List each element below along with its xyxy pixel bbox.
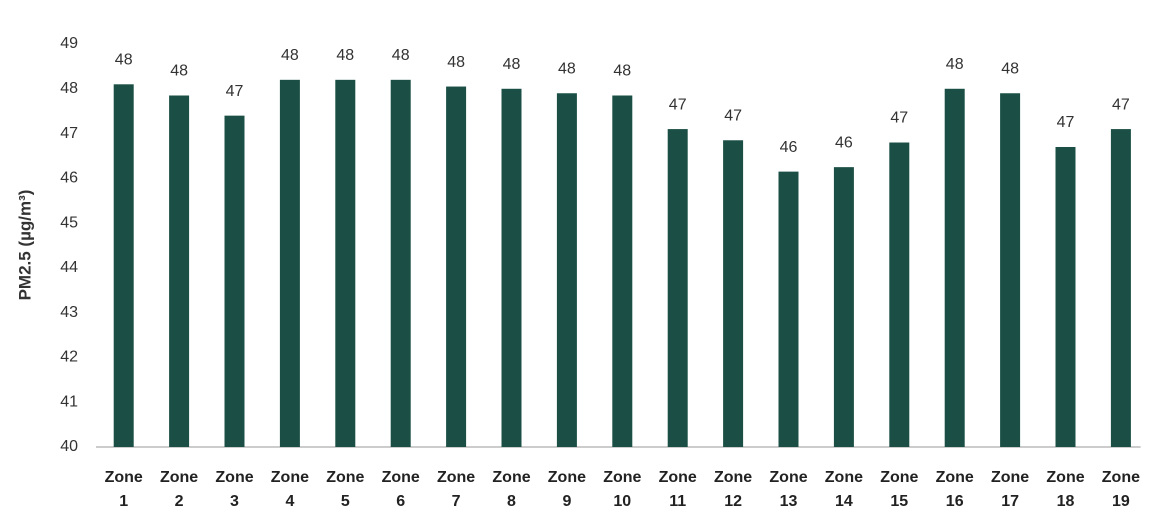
x-tick-label: Zone 4 — [271, 469, 309, 510]
x-tick-label: Zone 14 — [825, 469, 863, 510]
data-label: 47 — [724, 107, 742, 124]
data-label: 48 — [392, 47, 410, 64]
bar — [1110, 129, 1131, 448]
bar — [556, 93, 577, 447]
y-axis-label: PM2.5 (µg/m³) — [15, 190, 34, 301]
bar — [335, 79, 356, 448]
data-label: 48 — [447, 54, 465, 71]
data-label: 47 — [1057, 114, 1075, 131]
data-label: 47 — [1112, 96, 1130, 113]
y-tick-label: 44 — [60, 259, 78, 276]
x-tick-label: Zone 18 — [1046, 469, 1084, 510]
y-tick-label: 42 — [60, 349, 78, 366]
x-tick-label: Zone 8 — [492, 469, 530, 510]
data-label: 46 — [835, 134, 853, 151]
y-tick-label: 43 — [60, 304, 78, 321]
y-tick-label: 47 — [60, 125, 78, 142]
data-label: 48 — [1001, 60, 1019, 77]
data-label: 48 — [115, 52, 133, 69]
bar — [113, 84, 134, 448]
bar — [501, 88, 522, 448]
y-tick-label: 46 — [60, 170, 78, 187]
x-tick-label: Zone 1 — [105, 469, 143, 510]
bar — [446, 86, 467, 448]
x-tick-label: Zone 16 — [936, 469, 974, 510]
y-tick-label: 48 — [60, 80, 78, 97]
x-tick-label: Zone 15 — [880, 469, 918, 510]
data-label: 47 — [226, 83, 244, 100]
data-label: 48 — [558, 60, 576, 77]
bar — [1055, 146, 1076, 447]
bar — [279, 79, 300, 448]
data-label: 46 — [780, 139, 798, 156]
bar — [723, 140, 744, 447]
bar — [944, 88, 965, 448]
bar — [390, 79, 411, 448]
bar — [778, 171, 799, 447]
data-label: 48 — [503, 56, 521, 73]
y-tick-label: 41 — [60, 393, 78, 410]
x-tick-label: Zone 2 — [160, 469, 198, 510]
data-label: 48 — [170, 63, 188, 80]
bar — [169, 95, 190, 447]
bar — [667, 129, 688, 448]
data-label: 48 — [336, 47, 354, 64]
x-tick-label: Zone 10 — [603, 469, 641, 510]
data-label: 48 — [281, 47, 299, 64]
x-tick-label: Zone 3 — [215, 469, 253, 510]
x-tick-label: Zone 6 — [382, 469, 420, 510]
bar — [1000, 93, 1021, 447]
data-label: 47 — [669, 96, 687, 113]
x-tick-label: Zone 12 — [714, 469, 752, 510]
bar — [224, 115, 245, 448]
x-tick-label: Zone 11 — [659, 469, 697, 510]
data-label: 48 — [946, 56, 964, 73]
x-tick-label: Zone 19 — [1102, 469, 1140, 510]
bar — [833, 167, 854, 447]
bar — [889, 142, 910, 447]
data-label: 47 — [890, 110, 908, 127]
x-tick-label: Zone 9 — [548, 469, 586, 510]
y-tick-label: 49 — [60, 35, 78, 52]
x-tick-label: Zone 5 — [326, 469, 364, 510]
y-tick-label: 45 — [60, 214, 78, 231]
x-tick-label: Zone 17 — [991, 469, 1029, 510]
data-label: 48 — [613, 63, 631, 80]
x-tick-label: Zone 13 — [769, 469, 807, 510]
bar — [612, 95, 633, 447]
x-tick-label: Zone 7 — [437, 469, 475, 510]
y-tick-label: 40 — [60, 438, 78, 455]
